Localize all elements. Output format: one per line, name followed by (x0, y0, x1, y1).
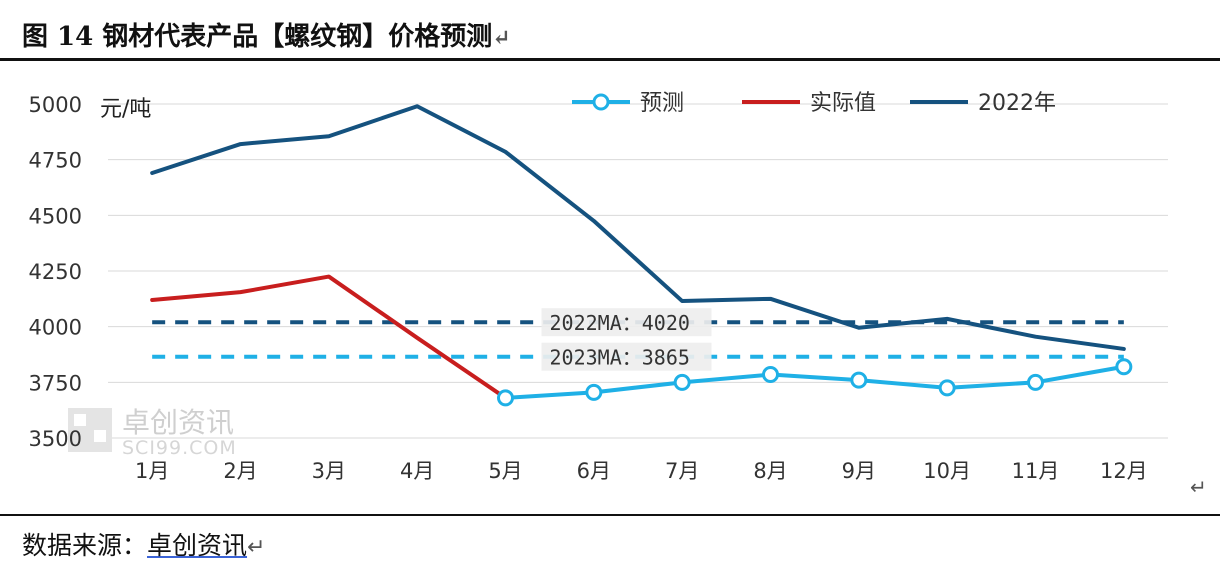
reference-label-ma2023: 2023MA：3865 (550, 346, 690, 370)
x-tick-label: 1月 (135, 459, 169, 483)
legend-label-y2022: 2022年 (978, 91, 1056, 116)
series-line-y2022 (150, 104, 1126, 351)
watermark-logo-cell (74, 414, 86, 426)
legend-label-actual: 实际值 (810, 91, 876, 116)
x-tick-label: 7月 (665, 459, 699, 483)
top-rule (0, 58, 1220, 61)
y-tick-labels: 3500 3750 4000 4250 4500 4750 5000 (29, 93, 82, 451)
y-tick-label: 3750 (29, 371, 82, 395)
reference-label-box (541, 342, 712, 371)
price-forecast-chart: 卓创资讯 SCI99.COM 3500 3750 4000 4250 4500 4750 5… (29, 91, 1207, 499)
series-point-forecast (1027, 373, 1044, 391)
watermark-cn-text: 卓创资讯 (122, 406, 234, 439)
series-line-actual (150, 274, 508, 400)
return-mark: ↵ (247, 535, 266, 560)
legend-marker-forecast (592, 93, 610, 111)
series-point-forecast (1115, 358, 1133, 376)
y-tick-label: 4000 (29, 316, 82, 340)
x-tick-label: 3月 (312, 459, 346, 483)
return-mark: ↵ (1190, 475, 1207, 499)
source-label: 数据来源： (22, 531, 148, 560)
source-note: 数据来源：卓创资讯↵ (22, 526, 265, 562)
series-point-forecast (762, 366, 779, 384)
x-tick-label: 9月 (842, 459, 876, 483)
series-point-forecast (497, 389, 514, 407)
series-point-forecast (673, 373, 691, 391)
x-tick-label: 5月 (488, 459, 522, 483)
reference-label-ma2022: 2022MA：4020 (550, 311, 690, 335)
y-tick-label: 5000 (29, 93, 82, 117)
x-tick-label: 2月 (223, 459, 257, 483)
reference-label-box (541, 308, 712, 337)
x-tick-label: 4月 (400, 459, 434, 483)
y-tick-label: 3500 (29, 427, 82, 451)
watermark: 卓创资讯 SCI99.COM (68, 406, 237, 459)
series-point-forecast (850, 371, 868, 389)
figure-title-row: 图 14 钢材代表产品【螺纹钢】价格预测↵ (0, 0, 1220, 62)
return-mark: ↵ (492, 25, 511, 51)
x-tick-label: 12月 (1100, 459, 1148, 483)
y-tick-label: 4500 (29, 204, 82, 228)
watermark-en-text: SCI99.COM (122, 437, 237, 459)
chart-area: 卓创资讯 SCI99.COM 3500 3750 4000 4250 4500 4750 5… (0, 62, 1220, 514)
x-tick-label: 11月 (1012, 459, 1060, 483)
x-tick-label: 8月 (753, 459, 787, 483)
watermark-logo-cell (94, 430, 106, 442)
y-tick-label: 4750 (29, 149, 82, 173)
source-name: 卓创资讯 (147, 531, 248, 560)
x-tick-labels: 1月 2月 3月 4月 5月 6月 7月 8月 9月 10月 11月 12月 (135, 459, 1148, 483)
y-tick-label: 4250 (29, 260, 82, 284)
series-point-forecast (585, 383, 603, 401)
series-line-forecast (503, 364, 1126, 400)
x-tick-label: 10月 (923, 459, 971, 483)
legend: 预测 实际值 2022年 (572, 91, 1056, 116)
series-layer (150, 104, 1133, 407)
y-axis-unit-label: 元/吨 (100, 97, 151, 122)
bottom-rule (0, 514, 1220, 516)
series-point-forecast (938, 379, 956, 397)
reference-lines: 2022MA：4020 2023MA：3865 (152, 308, 1124, 371)
x-tick-label: 6月 (577, 459, 611, 483)
figure-title: 图 14 钢材代表产品【螺纹钢】价格预测↵ (22, 22, 511, 52)
legend-label-forecast: 预测 (640, 91, 684, 116)
